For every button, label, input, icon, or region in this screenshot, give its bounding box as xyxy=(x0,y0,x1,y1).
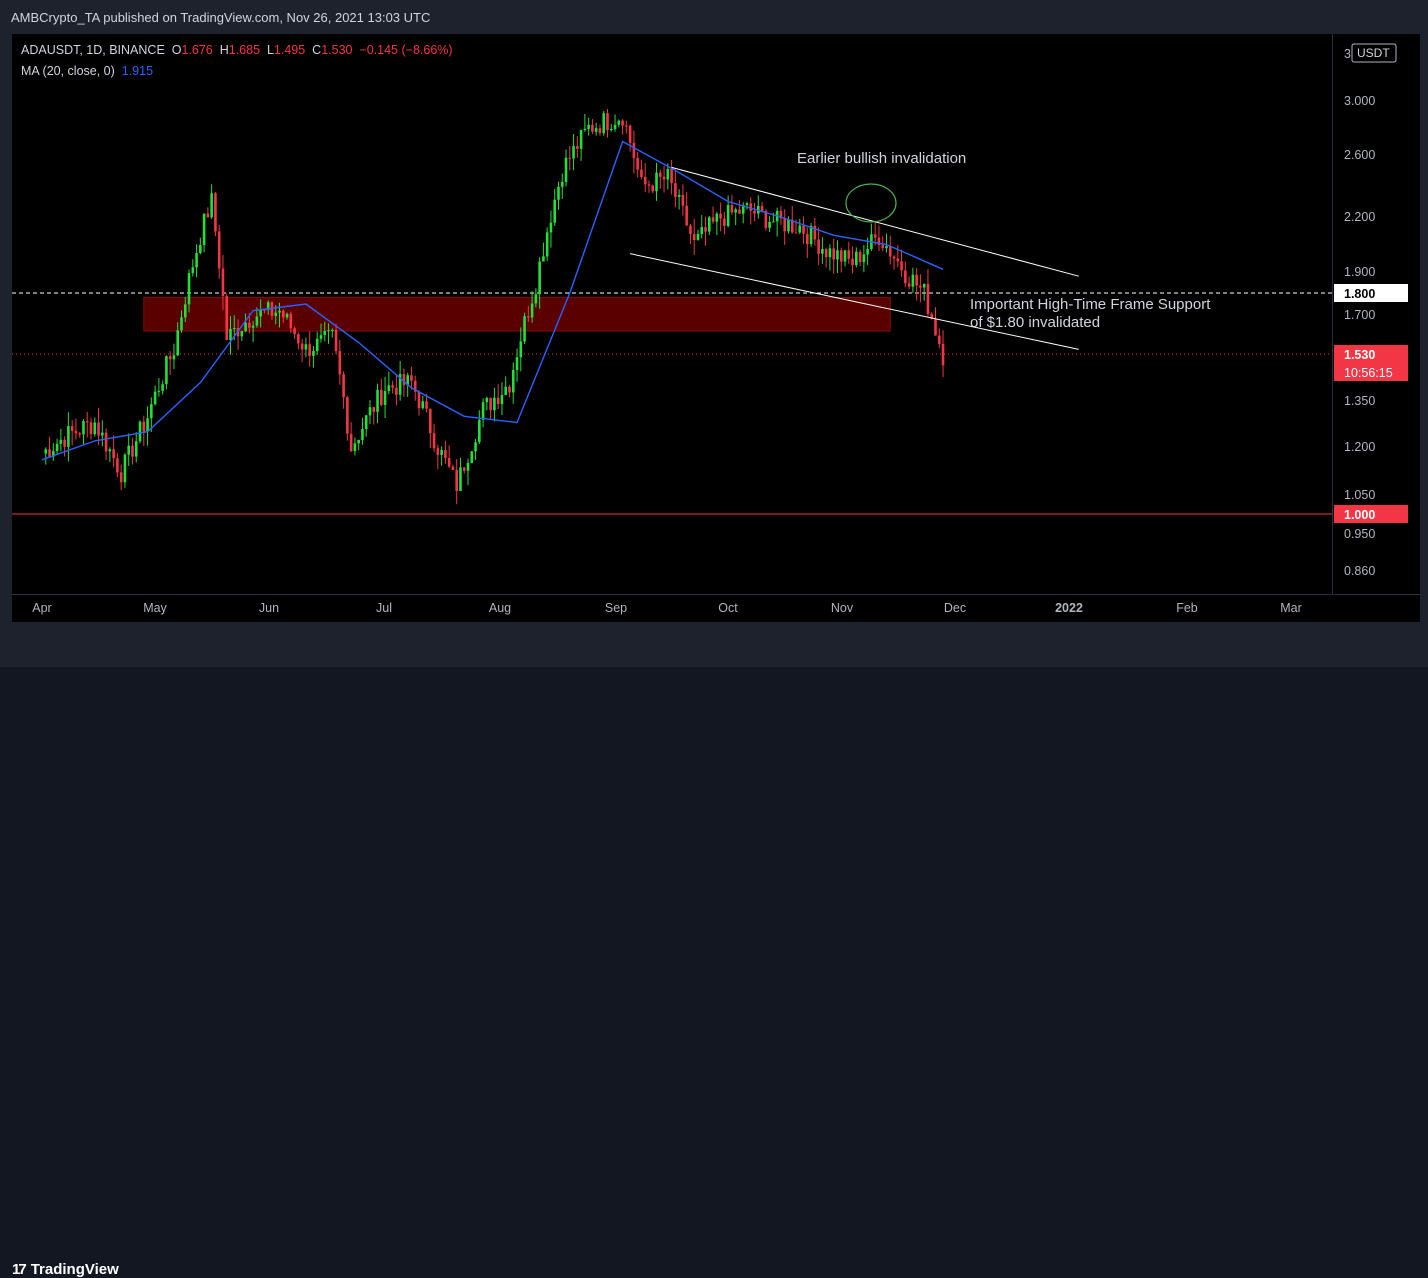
brand-text: TradingView xyxy=(30,1261,119,1278)
left-frame xyxy=(0,34,12,622)
right-frame xyxy=(1420,34,1428,622)
tradingview-logo[interactable]: 17 TradingView xyxy=(12,1261,119,1278)
open-value: 1.676 xyxy=(181,43,213,57)
symbol-name[interactable]: ADAUSDT, 1D, BINANCE xyxy=(21,43,165,57)
ma-value: 1.915 xyxy=(121,64,154,78)
ma-legend: MA (20, close, 0) 1.915 xyxy=(21,64,153,78)
time-scale[interactable] xyxy=(12,594,1420,623)
price-scale[interactable] xyxy=(1332,34,1421,594)
publisher-text: AMBCrypto_TA published on TradingView.co… xyxy=(11,10,431,25)
change-value: −0.145 (−8.66%) xyxy=(359,43,453,57)
high-label: H xyxy=(219,43,229,57)
open-label: O xyxy=(171,43,182,57)
footer-bar: 17 TradingView xyxy=(0,622,1428,1278)
close-value: 1.530 xyxy=(321,43,353,57)
chart-area[interactable] xyxy=(12,34,1332,594)
ma-label[interactable]: MA (20, close, 0) xyxy=(21,64,115,78)
publisher-bar: AMBCrypto_TA published on TradingView.co… xyxy=(0,0,1428,34)
close-label: C xyxy=(312,43,322,57)
symbol-legend: ADAUSDT, 1D, BINANCE O1.676 H1.685 L1.49… xyxy=(21,43,453,57)
tradingview-icon: 17 xyxy=(12,1261,27,1278)
high-value: 1.685 xyxy=(228,43,261,57)
low-value: 1.495 xyxy=(273,43,306,57)
low-label: L xyxy=(266,43,274,57)
